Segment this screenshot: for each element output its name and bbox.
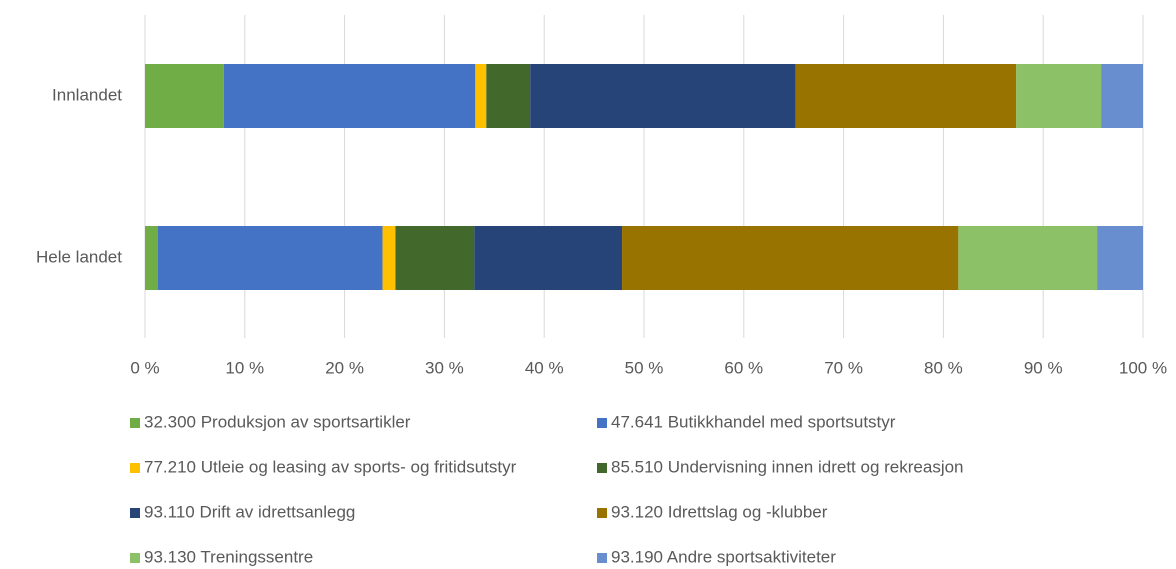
bar-segment (382, 226, 396, 290)
bar-segment (474, 226, 623, 290)
x-tick-label: 10 % (225, 358, 264, 377)
legend-label: 93.190 Andre sportsaktiviteter (611, 547, 836, 566)
x-tick-label: 60 % (724, 358, 763, 377)
bar-segment (145, 226, 158, 290)
x-tick-label: 20 % (325, 358, 364, 377)
bar-segment (145, 64, 224, 128)
legend-label: 47.641 Butikkhandel med sportsutstyr (611, 412, 896, 431)
x-tick-label: 80 % (924, 358, 963, 377)
legend-swatch (130, 418, 140, 428)
legend-label: 32.300 Produksjon av sportsartikler (144, 412, 411, 431)
bar-segment (475, 64, 487, 128)
legend-swatch (130, 463, 140, 473)
bar-segment (1101, 64, 1143, 128)
x-tick-label: 90 % (1024, 358, 1063, 377)
x-tick-label: 40 % (525, 358, 564, 377)
bar-segment (157, 226, 383, 290)
bar-segment (958, 226, 1098, 290)
bar-segment (395, 226, 475, 290)
legend-label: 77.210 Utleie og leasing av sports- og f… (144, 457, 517, 476)
legend-swatch (597, 418, 607, 428)
y-tick-label: Hele landet (36, 247, 122, 266)
x-tick-label: 50 % (625, 358, 664, 377)
bar-segment (1097, 226, 1143, 290)
bar-segment (1016, 64, 1102, 128)
legend-swatch (130, 508, 140, 518)
legend-swatch (597, 508, 607, 518)
bar-segment (622, 226, 959, 290)
y-tick-label: Innlandet (52, 85, 122, 104)
legend-swatch (597, 463, 607, 473)
legend-swatch (130, 553, 140, 563)
x-tick-label: 30 % (425, 358, 464, 377)
x-tick-label: 70 % (824, 358, 863, 377)
legend-label: 85.510 Undervisning innen idrett og rekr… (611, 457, 964, 476)
legend-swatch (597, 553, 607, 563)
legend-label: 93.110 Drift av idrettsanlegg (144, 502, 355, 521)
legend-label: 93.130 Treningssentre (144, 547, 313, 566)
legend-label: 93.120 Idrettslag og -klubber (611, 502, 828, 521)
bar-segment (486, 64, 531, 128)
bar-segment (530, 64, 796, 128)
x-tick-label: 0 % (130, 358, 159, 377)
bar-segment (223, 64, 476, 128)
x-tick-label: 100 % (1119, 358, 1167, 377)
bar-segment (795, 64, 1017, 128)
